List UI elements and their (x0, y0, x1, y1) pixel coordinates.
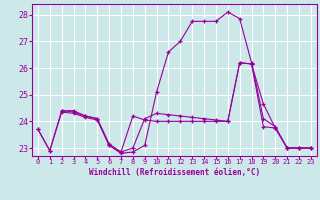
X-axis label: Windchill (Refroidissement éolien,°C): Windchill (Refroidissement éolien,°C) (89, 168, 260, 177)
